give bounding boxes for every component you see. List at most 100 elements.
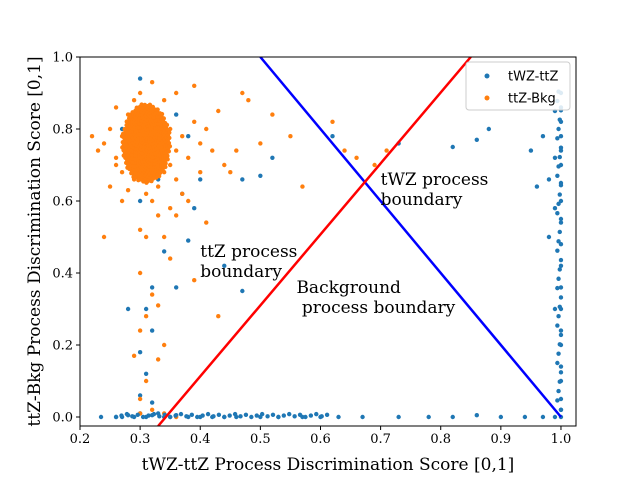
point-twz-ttz-floor-13 xyxy=(184,414,189,419)
point-twz-ttz-37 xyxy=(558,328,564,333)
boundary-lines-layer xyxy=(157,57,562,426)
point-twz-ttz-floor-25 xyxy=(249,414,254,420)
point-twz-ttz-edge-11 xyxy=(557,304,562,310)
point-twz-ttz-edge-31 xyxy=(557,117,562,122)
point-twz-ttz-edge-15 xyxy=(557,267,562,272)
point-twz-ttz-74 xyxy=(143,306,149,312)
point-twz-ttz-edge-18 xyxy=(556,239,561,244)
point-twz-ttz-77 xyxy=(143,371,149,376)
point-ttz-bkg-dense-402 xyxy=(121,153,126,158)
point-twz-ttz-edge-24 xyxy=(558,182,564,188)
point-ttz-bkg-42 xyxy=(137,227,143,232)
point-twz-ttz-floor-34 xyxy=(297,412,303,418)
point-twz-ttz-22 xyxy=(360,414,365,420)
point-ttz-bkg-79 xyxy=(89,134,95,139)
point-twz-ttz-59 xyxy=(528,148,534,153)
annotation-2: Background process boundary xyxy=(296,278,455,318)
point-twz-ttz-42 xyxy=(558,216,564,222)
y-tick-label: 0.0 xyxy=(52,411,73,426)
point-ttz-bkg-60 xyxy=(180,191,185,196)
point-ttz-bkg-dense-398 xyxy=(167,135,172,141)
legend-label: tWZ-ttZ xyxy=(508,70,559,85)
x-tick-label: 0.9 xyxy=(491,432,512,447)
point-ttz-bkg-31 xyxy=(186,155,191,160)
annotation-line: boundary xyxy=(200,262,282,282)
point-ttz-bkg-50 xyxy=(246,98,251,103)
point-ttz-bkg-86 xyxy=(186,198,191,204)
x-tick-label: 0.2 xyxy=(70,432,91,447)
point-twz-ttz-27 xyxy=(498,414,504,420)
point-twz-ttz-43 xyxy=(558,198,564,204)
point-twz-ttz-64 xyxy=(330,134,335,139)
point-ttz-bkg-45 xyxy=(192,119,197,125)
point-ttz-bkg-77 xyxy=(107,184,113,189)
y-tick-label: 0.8 xyxy=(52,123,73,138)
point-ttz-bkg-28 xyxy=(107,126,113,132)
point-twz-ttz-floor-3 xyxy=(130,414,135,419)
point-ttz-bkg-56 xyxy=(342,148,347,153)
point-twz-ttz-edge-20 xyxy=(558,220,564,225)
annotation-line: tWZ process xyxy=(381,170,489,190)
point-twz-ttz-39 xyxy=(558,285,564,290)
point-twz-ttz-edge-3 xyxy=(557,379,562,384)
point-ttz-bkg-dense-414 xyxy=(159,111,165,117)
point-ttz-bkg-43 xyxy=(143,234,149,240)
point-ttz-bkg-29 xyxy=(137,90,143,96)
point-twz-ttz-floor-27 xyxy=(259,411,265,417)
point-ttz-bkg-dense-393 xyxy=(161,116,166,121)
point-ttz-bkg-dense-391 xyxy=(130,110,135,115)
point-twz-ttz-47 xyxy=(558,134,564,139)
point-twz-ttz-76 xyxy=(149,328,155,333)
point-ttz-bkg-66 xyxy=(137,328,143,333)
point-ttz-bkg-58 xyxy=(372,162,377,168)
point-twz-ttz-floor-14 xyxy=(189,412,195,418)
point-twz-ttz-21 xyxy=(336,414,341,420)
point-ttz-bkg-dense-378 xyxy=(126,116,132,121)
point-ttz-bkg-63 xyxy=(137,270,143,276)
y-tick-label: 0.4 xyxy=(52,267,73,282)
point-twz-ttz-floor-21 xyxy=(227,413,232,418)
point-ttz-bkg-75 xyxy=(119,198,125,204)
point-twz-ttz-78 xyxy=(137,393,143,398)
point-ttz-bkg-51 xyxy=(258,141,263,146)
point-twz-ttz-floor-18 xyxy=(211,414,216,419)
point-ttz-bkg-54 xyxy=(300,184,305,189)
point-twz-ttz-52 xyxy=(552,155,558,160)
point-ttz-bkg-61 xyxy=(173,213,179,218)
point-twz-ttz-edge-1 xyxy=(555,398,560,403)
point-twz-ttz-floor-39 xyxy=(324,412,330,418)
point-twz-ttz-25 xyxy=(450,414,455,420)
point-ttz-bkg-41 xyxy=(155,213,161,218)
point-ttz-bkg-33 xyxy=(161,98,167,103)
point-ttz-bkg-dense-412 xyxy=(127,112,132,118)
point-twz-ttz-53 xyxy=(546,177,552,182)
point-ttz-bkg-dense-395 xyxy=(160,168,166,173)
point-ttz-bkg-30 xyxy=(149,198,155,204)
point-twz-ttz-edge-22 xyxy=(556,201,561,207)
point-ttz-bkg-72 xyxy=(155,303,161,308)
point-ttz-bkg-26 xyxy=(167,162,173,168)
point-twz-ttz-edge-23 xyxy=(557,192,562,197)
point-ttz-bkg-27 xyxy=(180,134,185,139)
point-twz-ttz-54 xyxy=(546,234,552,240)
point-twz-ttz-edge-25 xyxy=(555,173,560,178)
point-ttz-bkg-dense-416 xyxy=(163,164,168,170)
point-twz-ttz-89 xyxy=(137,76,143,81)
point-ttz-bkg-38 xyxy=(234,148,239,153)
point-twz-ttz-28 xyxy=(522,414,528,420)
point-ttz-bkg-dense-369 xyxy=(165,153,170,159)
point-twz-ttz-67 xyxy=(240,177,245,182)
point-twz-ttz-edge-28 xyxy=(558,145,564,150)
point-twz-ttz-floor-26 xyxy=(254,413,259,418)
point-twz-ttz-81 xyxy=(173,285,179,290)
x-tick-label: 0.7 xyxy=(370,432,391,447)
point-ttz-bkg-49 xyxy=(240,90,245,96)
point-twz-ttz-65 xyxy=(270,155,275,160)
point-ttz-bkg-dense-397 xyxy=(129,171,134,176)
point-twz-ttz-floor-19 xyxy=(216,412,222,418)
y-tick-label: 1.0 xyxy=(52,51,73,66)
point-ttz-bkg-52 xyxy=(270,112,275,117)
point-ttz-bkg-78 xyxy=(101,234,107,240)
point-ttz-bkg-dense-365 xyxy=(124,122,129,128)
